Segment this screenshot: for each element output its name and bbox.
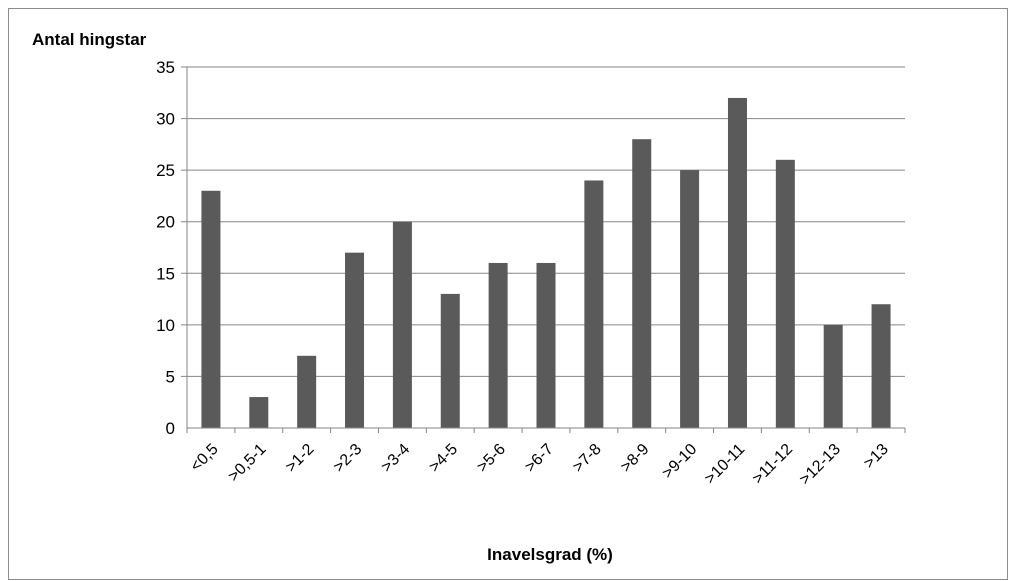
y-tick-label: 0: [166, 419, 175, 438]
y-tick-label: 5: [166, 367, 175, 386]
bar: [488, 262, 508, 428]
y-tick-label: 20: [156, 213, 175, 232]
bar: [871, 304, 891, 428]
x-tick-label: >0,5-1: [225, 441, 269, 485]
y-tick-label: 25: [156, 161, 175, 180]
bar: [680, 170, 700, 428]
y-tick-label: 30: [156, 110, 175, 129]
bars: [201, 97, 891, 429]
x-tick-label: >13: [861, 441, 892, 472]
bar: [201, 190, 221, 428]
y-tick-label: 35: [156, 58, 175, 77]
x-tick-label: >1-2: [283, 441, 318, 476]
x-tick-labels: <0,5 >0,5-1 >1-2 >2-3 >3-4 >4-5 >5-6 >6-7 >7-8 >8…: [186, 428, 906, 489]
x-tick-label: >6-7: [522, 441, 557, 476]
bar: [392, 221, 412, 428]
x-tick-label: >4-5: [426, 441, 461, 476]
x-axis-label: Inavelsgrad (%): [487, 545, 613, 564]
x-tick-label: >8-9: [618, 441, 653, 476]
bar: [249, 397, 269, 428]
y-tick-labels: 0 5 10 15 20 25 30 35: [156, 58, 175, 438]
bar: [440, 293, 460, 428]
bar: [727, 97, 747, 428]
x-tick-label: >5-6: [474, 441, 509, 476]
y-tick-label: 10: [156, 316, 175, 335]
y-tick-label: 15: [156, 264, 175, 283]
x-tick-label: >2-3: [330, 441, 365, 476]
bar: [584, 180, 604, 428]
bar: [775, 159, 795, 429]
bar: [632, 139, 652, 428]
x-tick-label: <0,5: [187, 441, 221, 475]
chart-frame: [8, 8, 1008, 580]
x-tick-label: >11-12: [749, 441, 796, 488]
x-tick-label: >7-8: [570, 441, 605, 476]
x-tick-label: >10-11: [702, 441, 749, 488]
bar: [823, 324, 843, 428]
x-tick-label: >9-10: [659, 441, 700, 482]
bar: [536, 262, 556, 428]
x-tick-label: >12-13: [796, 441, 844, 489]
x-tick-label: >3-4: [378, 441, 413, 476]
y-axis-label: Antal hingstar: [32, 30, 147, 49]
bar: [345, 252, 365, 428]
bar: [297, 355, 317, 428]
